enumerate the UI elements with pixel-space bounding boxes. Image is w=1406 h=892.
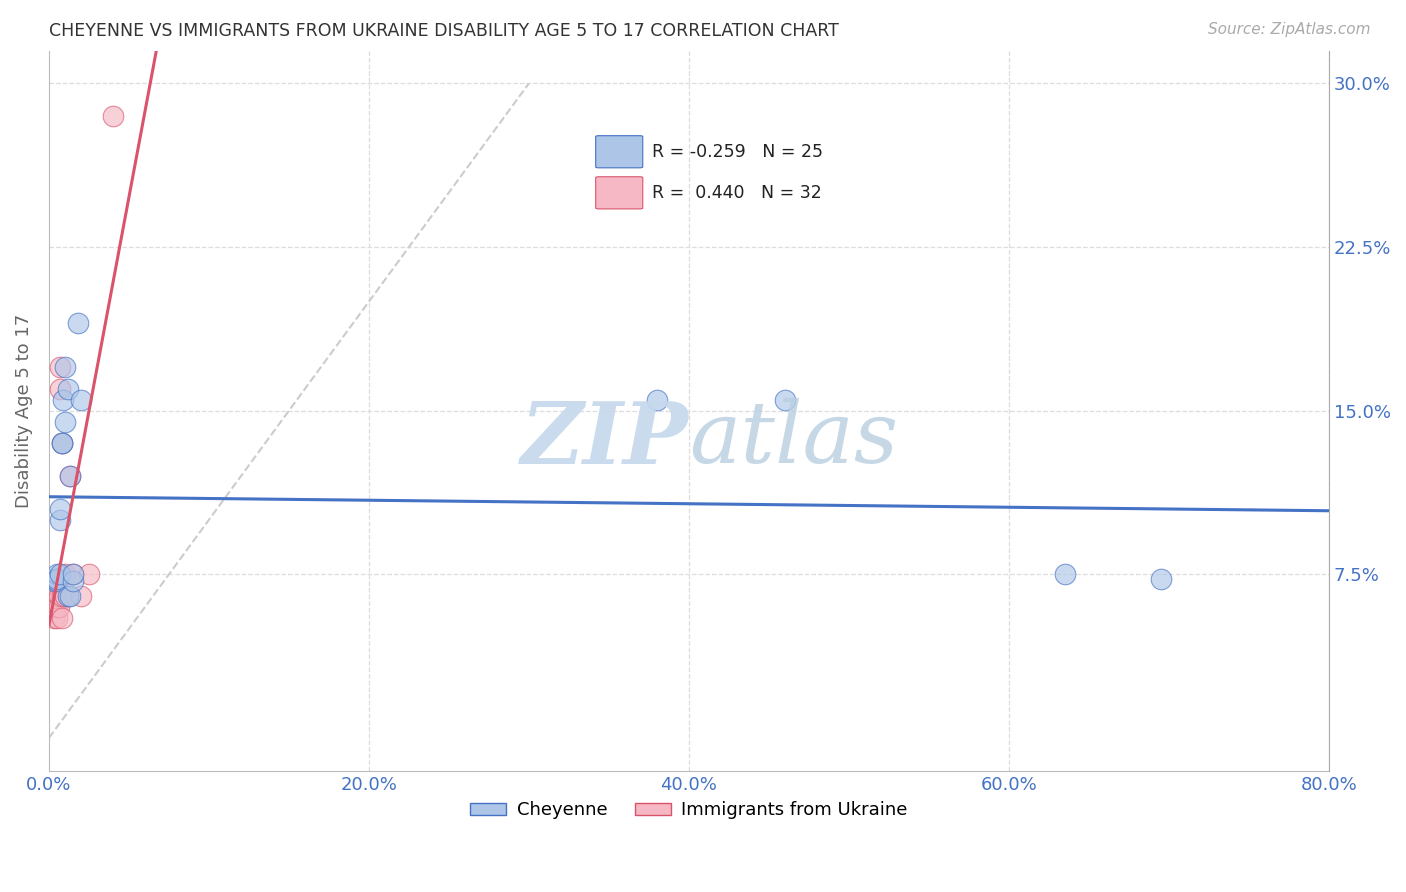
- Point: [42, 574, 65, 588]
- Point: [53, 567, 76, 582]
- Point: [773, 392, 796, 407]
- Point: [53, 359, 76, 374]
- Point: [46, 572, 69, 586]
- FancyBboxPatch shape: [596, 177, 643, 209]
- Point: [49, 567, 72, 582]
- Point: [49, 513, 72, 527]
- Point: [44, 593, 66, 607]
- Text: R = -0.259   N = 25: R = -0.259 N = 25: [651, 143, 823, 161]
- Point: [56, 589, 79, 603]
- Point: [49, 359, 72, 374]
- Point: [49, 501, 72, 516]
- Point: [1150, 572, 1173, 586]
- Point: [41, 600, 63, 615]
- Point: [52, 392, 75, 407]
- Text: ZIP: ZIP: [522, 398, 689, 482]
- Y-axis label: Disability Age 5 to 17: Disability Age 5 to 17: [15, 314, 32, 508]
- Point: [1053, 567, 1076, 582]
- Point: [46, 582, 69, 597]
- Point: [41, 593, 63, 607]
- Point: [62, 567, 84, 582]
- Point: [48, 600, 70, 615]
- Point: [44, 582, 66, 597]
- Text: R =  0.440   N = 32: R = 0.440 N = 32: [651, 184, 821, 202]
- Point: [42, 572, 65, 586]
- Point: [46, 600, 69, 615]
- Point: [62, 574, 84, 588]
- Point: [39, 582, 62, 597]
- Point: [42, 593, 65, 607]
- Point: [101, 109, 124, 123]
- Point: [46, 589, 69, 603]
- Point: [51, 589, 73, 603]
- Point: [70, 589, 93, 603]
- Point: [46, 611, 69, 625]
- Point: [46, 593, 69, 607]
- Point: [42, 600, 65, 615]
- Point: [46, 574, 69, 588]
- Text: CHEYENNE VS IMMIGRANTS FROM UKRAINE DISABILITY AGE 5 TO 17 CORRELATION CHART: CHEYENNE VS IMMIGRANTS FROM UKRAINE DISA…: [49, 22, 839, 40]
- Point: [59, 589, 82, 603]
- Point: [645, 392, 668, 407]
- Point: [44, 600, 66, 615]
- Text: Source: ZipAtlas.com: Source: ZipAtlas.com: [1208, 22, 1371, 37]
- Point: [51, 611, 73, 625]
- Point: [59, 469, 82, 483]
- Point: [66, 317, 89, 331]
- Point: [53, 589, 76, 603]
- Text: atlas: atlas: [689, 398, 898, 481]
- Point: [70, 392, 93, 407]
- Point: [51, 436, 73, 450]
- Point: [51, 436, 73, 450]
- FancyBboxPatch shape: [596, 136, 643, 168]
- Point: [51, 436, 73, 450]
- Point: [48, 589, 70, 603]
- Point: [46, 567, 69, 582]
- Point: [53, 415, 76, 429]
- Point: [39, 593, 62, 607]
- Point: [77, 567, 100, 582]
- Point: [59, 469, 82, 483]
- Point: [62, 567, 84, 582]
- Point: [42, 611, 65, 625]
- Legend: Cheyenne, Immigrants from Ukraine: Cheyenne, Immigrants from Ukraine: [463, 794, 915, 827]
- Point: [41, 582, 63, 597]
- Point: [56, 382, 79, 396]
- Point: [41, 589, 63, 603]
- Point: [49, 382, 72, 396]
- Point: [42, 582, 65, 597]
